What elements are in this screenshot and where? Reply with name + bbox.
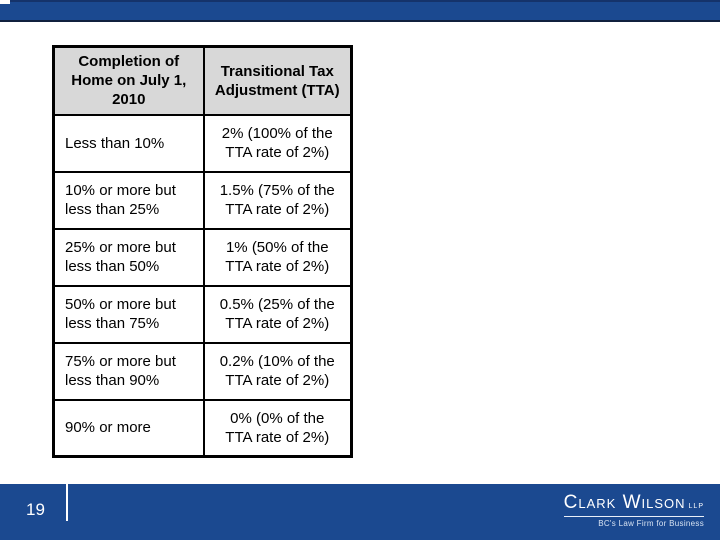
table-row: 50% or more but less than 75% 0.5% (25% … — [52, 284, 353, 344]
tta-rate: 0% (0% of the TTA rate of 2%) — [202, 398, 353, 458]
footer-banner-bar: 19 Clark Wilson LLP BC's Law Firm for Bus… — [0, 484, 720, 540]
table-row: Less than 10% 2% (100% of the TTA rate o… — [52, 113, 353, 173]
page-number: 19 — [26, 500, 45, 519]
logo-tagline: BC's Law Firm for Business — [598, 519, 704, 528]
table-row: 90% or more 0% (0% of the TTA rate of 2%… — [52, 398, 353, 458]
tta-rate: 1% (50% of the TTA rate of 2%) — [202, 227, 353, 287]
completion-range: 90% or more — [52, 398, 205, 458]
footer-divider-line — [66, 484, 68, 521]
clark-wilson-logo: Clark Wilson LLP BC's Law Firm for Busine… — [563, 492, 704, 528]
table-header-row: Completion of Home on July 1, 2010 Trans… — [52, 45, 353, 116]
top-banner-notch — [0, 0, 10, 4]
tta-rate: 0.5% (25% of the TTA rate of 2%) — [202, 284, 353, 344]
completion-range: Less than 10% — [52, 113, 205, 173]
logo-llp-suffix: LLP — [688, 503, 704, 510]
logo-name-row: Clark Wilson LLP — [563, 492, 704, 517]
tta-rate: 1.5% (75% of the TTA rate of 2%) — [202, 170, 353, 230]
header-tta: Transitional Tax Adjustment (TTA) — [202, 45, 353, 116]
completion-range: 25% or more but less than 50% — [52, 227, 205, 287]
header-completion: Completion of Home on July 1, 2010 — [52, 45, 205, 116]
completion-range: 50% or more but less than 75% — [52, 284, 205, 344]
table-row: 25% or more but less than 50% 1% (50% of… — [52, 227, 353, 287]
logo-firm-name: Clark Wilson — [563, 492, 686, 513]
tta-rate: 0.2% (10% of the TTA rate of 2%) — [202, 341, 353, 401]
completion-range: 75% or more but less than 90% — [52, 341, 205, 401]
completion-range: 10% or more but less than 25% — [52, 170, 205, 230]
tta-rate-table: Completion of Home on July 1, 2010 Trans… — [52, 45, 353, 458]
tta-rate: 2% (100% of the TTA rate of 2%) — [202, 113, 353, 173]
table-row: 10% or more but less than 25% 1.5% (75% … — [52, 170, 353, 230]
top-banner-bar — [0, 0, 720, 22]
table-row: 75% or more but less than 90% 0.2% (10% … — [52, 341, 353, 401]
